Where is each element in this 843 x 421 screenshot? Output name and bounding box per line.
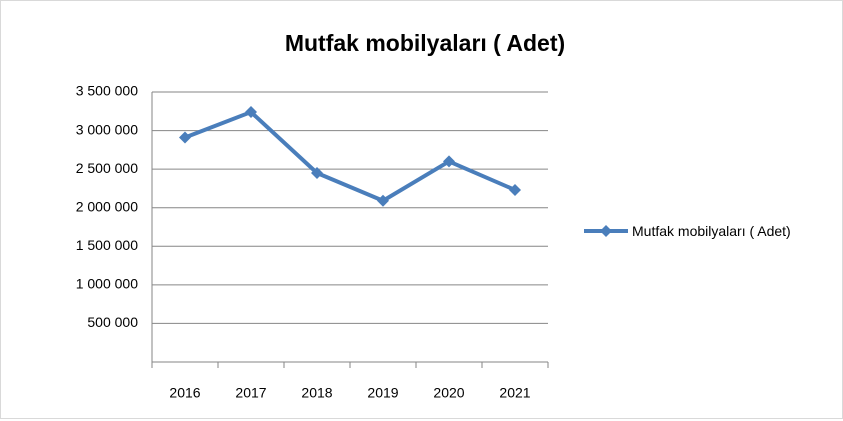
x-tick-label: 2020 [433, 385, 464, 401]
x-tick-label: 2016 [169, 385, 200, 401]
x-tick-label: 2018 [301, 385, 332, 401]
data-point [179, 131, 191, 144]
legend-label: Mutfak mobilyaları ( Adet) [632, 223, 791, 239]
y-tick-label: 2 000 000 [76, 198, 138, 214]
y-tick-label: 3 500 000 [76, 83, 138, 99]
y-tick-label: 2 500 000 [76, 160, 138, 176]
y-tick-label: 1 000 000 [76, 276, 138, 292]
y-tick-label: 500 000 [87, 314, 138, 330]
data-point [245, 106, 257, 119]
data-point [443, 155, 455, 168]
x-tick-label: 2017 [235, 385, 266, 401]
data-point [377, 194, 389, 207]
legend-marker [600, 225, 612, 237]
x-tick-label: 2019 [367, 385, 398, 401]
x-tick-label: 2021 [499, 385, 530, 401]
series-line [184, 110, 516, 203]
data-point [509, 183, 521, 196]
y-tick-label: 3 000 000 [76, 121, 138, 137]
data-point [311, 167, 323, 179]
chart-title: Mutfak mobilyaları ( Adet) [285, 30, 565, 56]
y-tick-label: 1 500 000 [76, 237, 138, 253]
